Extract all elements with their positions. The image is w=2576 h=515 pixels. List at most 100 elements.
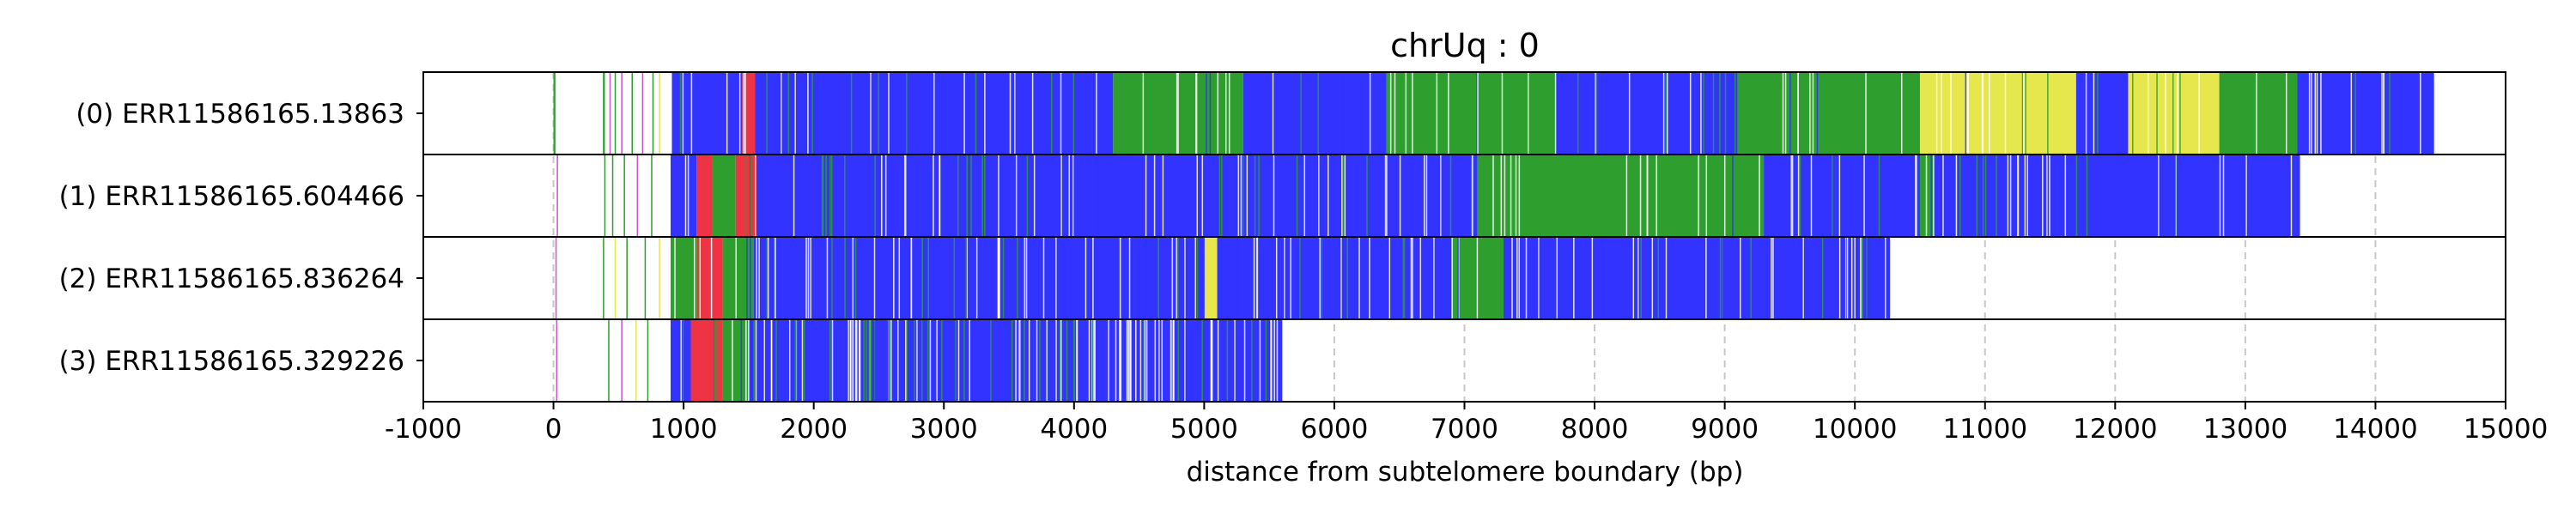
read-striation — [875, 319, 877, 402]
read-striation — [763, 319, 766, 402]
read-striation — [1206, 72, 1207, 154]
read-striation — [1812, 72, 1814, 154]
read-striation — [1028, 319, 1030, 402]
read-striation — [933, 72, 935, 154]
read-striation — [748, 319, 750, 402]
read-striation — [1510, 154, 1512, 237]
read-striation — [1522, 154, 1523, 237]
read-striation — [1942, 154, 1944, 237]
read-striation — [1723, 154, 1726, 237]
read-striation — [1127, 319, 1130, 402]
read-segment — [604, 154, 606, 237]
x-tick-label: 12000 — [2073, 414, 2158, 445]
read-segment — [1386, 72, 1556, 154]
read-striation — [1565, 72, 1567, 154]
read-striation — [801, 319, 804, 402]
x-tick-label: 6000 — [1300, 414, 1368, 445]
read-striation — [1228, 72, 1230, 154]
read-striation — [905, 154, 907, 237]
read-striation — [970, 319, 973, 402]
read-striation — [906, 72, 908, 154]
read-striation — [1240, 154, 1242, 237]
read-striation — [1646, 154, 1649, 237]
read-striation — [963, 72, 965, 154]
read-striation — [1270, 319, 1273, 402]
read-striation — [2165, 72, 2166, 154]
read-striation — [1784, 72, 1787, 154]
read-striation — [1916, 154, 1917, 237]
read-striation — [1867, 72, 1868, 154]
read-striation — [766, 237, 768, 319]
read-striation — [2389, 72, 2391, 154]
x-tick-label: 9000 — [1691, 414, 1759, 445]
read-striation — [2097, 72, 2099, 154]
read-striation — [1722, 237, 1724, 319]
read-striation — [1201, 319, 1203, 402]
read-striation — [2308, 72, 2311, 154]
read-striation — [1170, 319, 1172, 402]
read-striation — [1492, 154, 1494, 237]
read-striation — [1201, 154, 1204, 237]
read-striation — [1844, 237, 1847, 319]
read-striation — [1091, 319, 1093, 402]
read-striation — [1832, 154, 1833, 237]
read-striation — [1060, 72, 1062, 154]
read-segment — [652, 72, 654, 154]
read-striation — [1091, 319, 1094, 402]
read-striation — [1436, 72, 1438, 154]
read-striation — [1203, 237, 1205, 319]
read-striation — [1457, 237, 1459, 319]
read-striation — [1084, 237, 1087, 319]
read-striation — [1126, 319, 1127, 402]
read-striation — [788, 319, 791, 402]
read-striation — [1300, 72, 1302, 154]
read-striation — [1225, 72, 1227, 154]
read-striation — [1303, 154, 1306, 237]
read-striation — [848, 319, 849, 402]
read-striation — [940, 72, 943, 154]
read-striation — [1689, 72, 1692, 154]
read-striation — [890, 319, 892, 402]
read-segment — [623, 154, 625, 237]
read-striation — [1595, 72, 1598, 154]
read-striation — [1650, 154, 1653, 237]
read-striation — [1162, 154, 1164, 237]
read-striation — [1925, 154, 1928, 237]
read-striation — [2219, 154, 2221, 237]
read-segment — [603, 237, 605, 319]
read-striation — [920, 319, 923, 402]
read-striation — [830, 319, 833, 402]
read-striation — [836, 319, 839, 402]
read-striation — [800, 319, 802, 402]
read-striation — [966, 237, 968, 319]
read-striation — [1476, 237, 1479, 319]
read-striation — [1761, 72, 1764, 154]
read-striation — [2354, 72, 2356, 154]
read-striation — [1369, 237, 1370, 319]
read-striation — [914, 319, 915, 402]
read-striation — [2064, 154, 2067, 237]
read-striation — [884, 154, 887, 237]
read-striation — [1500, 154, 1503, 237]
read-striation — [796, 319, 798, 402]
read-striation — [2024, 154, 2026, 237]
read-striation — [961, 237, 963, 319]
read-striation — [735, 319, 738, 402]
x-tick-label: 1000 — [650, 414, 718, 445]
read-striation — [941, 319, 943, 402]
read-segment — [735, 154, 756, 237]
read-striation — [850, 72, 853, 154]
read-segment — [614, 72, 617, 154]
read-striation — [775, 319, 777, 402]
read-striation — [1259, 319, 1261, 402]
read-striation — [760, 72, 762, 154]
read-striation — [874, 154, 876, 237]
read-striation — [1501, 72, 1504, 154]
read-striation — [2042, 154, 2044, 237]
read-striation — [855, 319, 858, 402]
read-segment — [712, 154, 736, 237]
read-striation — [998, 154, 999, 237]
read-striation — [863, 319, 865, 402]
read-striation — [1632, 237, 1635, 319]
read-striation — [1270, 319, 1272, 402]
